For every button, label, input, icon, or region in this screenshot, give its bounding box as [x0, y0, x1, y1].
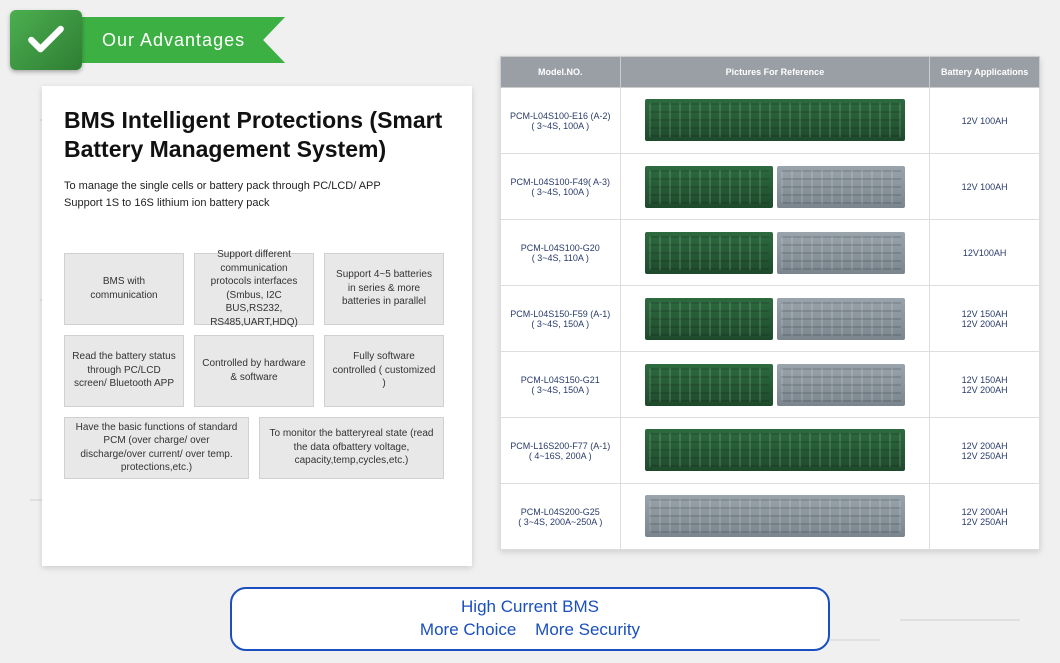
pcb-image	[645, 298, 773, 340]
picture-cell	[620, 484, 930, 550]
table-row: PCM-L04S100-G20( 3~4S, 110A ) 12V100AH	[501, 220, 1040, 286]
pcb-image	[777, 166, 905, 208]
application-cell: 12V100AH	[930, 220, 1040, 286]
advantages-ribbon: Our Advantages	[10, 10, 285, 70]
feature-box: Read the battery status through PC/LCD s…	[64, 335, 184, 407]
model-cell: PCM-L04S150-G21( 3~4S, 150A )	[501, 352, 621, 418]
application-cell: 12V 100AH	[930, 88, 1040, 154]
model-cell: PCM-L04S100-F49( A-3)( 3~4S, 100A )	[501, 154, 621, 220]
callout-line1: High Current BMS	[461, 596, 599, 619]
feature-box: BMS with communication	[64, 253, 184, 325]
product-table: Model.NO. Pictures For Reference Battery…	[500, 56, 1040, 550]
application-cell: 12V 150AH12V 200AH	[930, 352, 1040, 418]
table-row: PCM-L16S200-F77 (A-1)( 4~16S, 200A ) 12V …	[501, 418, 1040, 484]
feature-box: Fully software controlled ( customized )	[324, 335, 444, 407]
feature-box: Support different communication protocol…	[194, 253, 314, 325]
pcb-image	[777, 298, 905, 340]
table-row: PCM-L04S100-E16 (A-2)( 3~4S, 100A ) 12V 1…	[501, 88, 1040, 154]
pcb-image	[777, 364, 905, 406]
application-cell: 12V 150AH12V 200AH	[930, 286, 1040, 352]
col-model-header: Model.NO.	[501, 57, 621, 88]
pcb-image	[645, 166, 773, 208]
application-cell: 12V 200AH12V 250AH	[930, 418, 1040, 484]
card-title: BMS Intelligent Protections (Smart Batte…	[64, 106, 450, 164]
pcb-image	[645, 364, 773, 406]
left-info-card: BMS Intelligent Protections (Smart Batte…	[42, 86, 472, 566]
model-cell: PCM-L04S150-F59 (A-1)( 3~4S, 150A )	[501, 286, 621, 352]
ribbon-label: Our Advantages	[78, 17, 285, 63]
table-row: PCM-L04S200-G25( 3~4S, 200A~250A ) 12V 20…	[501, 484, 1040, 550]
feature-grid: BMS with communication Support different…	[64, 253, 450, 479]
picture-cell	[620, 154, 930, 220]
pcb-image	[645, 429, 905, 471]
checkmark-icon	[10, 10, 82, 70]
pcb-image	[645, 99, 905, 141]
picture-cell	[620, 352, 930, 418]
picture-cell	[620, 418, 930, 484]
picture-cell	[620, 220, 930, 286]
pcb-image	[777, 232, 905, 274]
model-cell: PCM-L04S100-E16 (A-2)( 3~4S, 100A )	[501, 88, 621, 154]
model-cell: PCM-L04S100-G20( 3~4S, 110A )	[501, 220, 621, 286]
application-cell: 12V 200AH12V 250AH	[930, 484, 1040, 550]
col-app-header: Battery Applications	[930, 57, 1040, 88]
table-header-row: Model.NO. Pictures For Reference Battery…	[501, 57, 1040, 88]
feature-box: Controlled by hardware & software	[194, 335, 314, 407]
picture-cell	[620, 286, 930, 352]
feature-box: Have the basic functions of standard PCM…	[64, 417, 249, 479]
pcb-image	[645, 495, 905, 537]
model-cell: PCM-L04S200-G25( 3~4S, 200A~250A )	[501, 484, 621, 550]
callout-line2: More Choice More Security	[420, 619, 640, 642]
feature-box: Support 4~5 batteries in series & more b…	[324, 253, 444, 325]
pcb-image	[645, 232, 773, 274]
model-cell: PCM-L16S200-F77 (A-1)( 4~16S, 200A )	[501, 418, 621, 484]
table-row: PCM-L04S100-F49( A-3)( 3~4S, 100A ) 12V 1…	[501, 154, 1040, 220]
application-cell: 12V 100AH	[930, 154, 1040, 220]
picture-cell	[620, 88, 930, 154]
table-row: PCM-L04S150-F59 (A-1)( 3~4S, 150A ) 12V 1…	[501, 286, 1040, 352]
table-row: PCM-L04S150-G21( 3~4S, 150A ) 12V 150AH12…	[501, 352, 1040, 418]
col-picture-header: Pictures For Reference	[620, 57, 930, 88]
feature-box: To monitor the batteryreal state (read t…	[259, 417, 444, 479]
bottom-callout: High Current BMS More Choice More Securi…	[230, 587, 830, 651]
card-subtitle: To manage the single cells or battery pa…	[64, 178, 450, 213]
